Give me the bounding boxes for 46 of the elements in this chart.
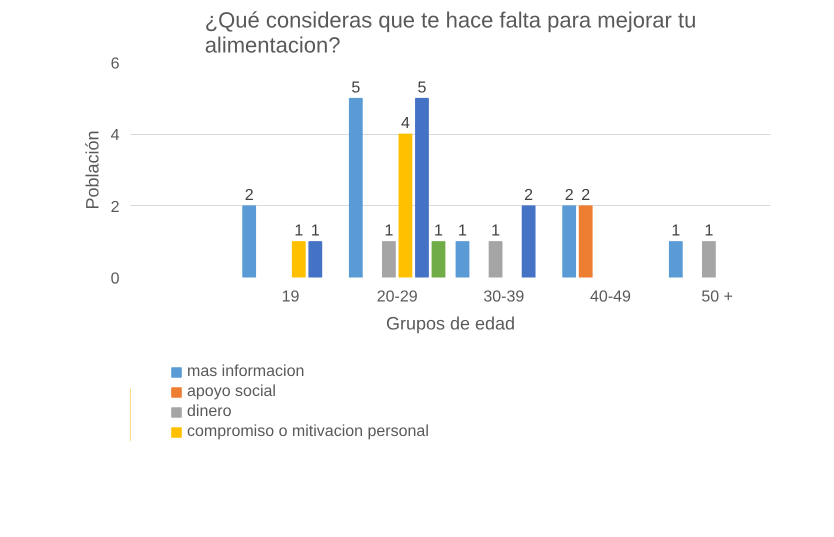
data-label: 1 <box>310 222 320 240</box>
data-label: 2 <box>581 186 590 204</box>
legend-label: dinero <box>187 403 232 421</box>
y-tick-label: 0 <box>110 270 120 288</box>
legend-label: apoyo social <box>187 383 276 401</box>
data-label: 2 <box>244 186 254 204</box>
data-label: 5 <box>418 79 427 96</box>
bar <box>398 134 412 278</box>
bar <box>488 241 502 278</box>
bar <box>432 241 446 278</box>
bar <box>308 241 322 278</box>
data-label: 1 <box>704 222 714 240</box>
x-tick-label: 30-39 <box>483 288 524 306</box>
bar <box>456 241 470 278</box>
y-tick-label: 2 <box>110 198 120 216</box>
y-axis-title: Población <box>82 130 103 210</box>
bar <box>292 241 306 278</box>
data-label: 2 <box>564 186 574 204</box>
bar <box>702 241 716 278</box>
bar <box>348 98 363 278</box>
data-label: 4 <box>400 115 410 132</box>
chart-title: ¿Qué consideras que te hace falta para mejorar tu alimentacion? <box>204 8 696 58</box>
data-label: 2 <box>524 186 534 204</box>
data-label: 1 <box>491 222 500 240</box>
data-label: 1 <box>294 222 304 240</box>
y-tick-label: 6 <box>110 56 120 72</box>
x-tick-label: 40-49 <box>590 288 632 306</box>
x-tick-label: 50 + <box>701 288 733 306</box>
bar <box>668 241 683 278</box>
data-label: 1 <box>671 222 680 240</box>
data-label: 5 <box>351 79 360 96</box>
data-label: 1 <box>434 222 444 240</box>
legend-label: mas informacion <box>187 363 304 381</box>
bar <box>382 241 396 278</box>
data-label: 1 <box>384 222 394 240</box>
data-label: 1 <box>458 222 468 240</box>
legend-label: compromiso o mitivacion personal <box>187 423 429 441</box>
x-axis-title: Grupos de edad <box>386 314 516 334</box>
y-tick-label: 4 <box>110 127 120 144</box>
bar <box>578 205 593 278</box>
bar <box>415 98 429 278</box>
bar <box>522 205 536 278</box>
x-tick-label: 19 <box>282 288 300 306</box>
x-tick-label: 20-29 <box>376 288 418 306</box>
bar <box>242 205 256 278</box>
bar <box>562 205 576 278</box>
